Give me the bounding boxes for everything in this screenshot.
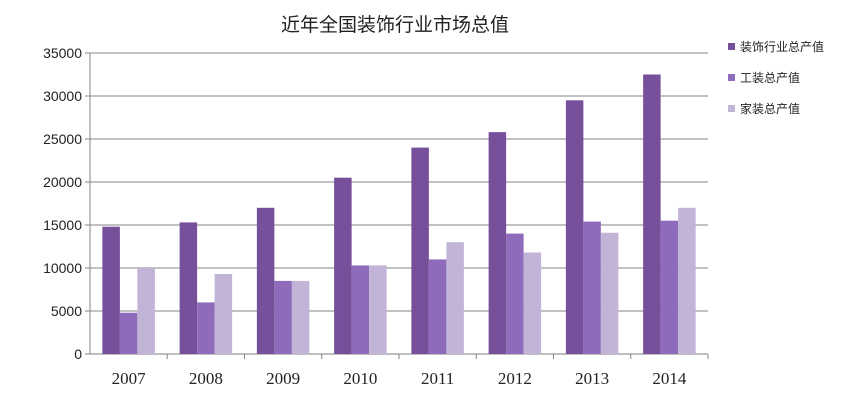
legend-swatch [728,74,735,81]
y-tick-label: 15000 [43,217,82,233]
y-tick-label: 30000 [43,88,82,104]
bar [137,268,155,354]
y-tick-label: 5000 [51,303,82,319]
bar [291,280,310,354]
bar [506,233,524,354]
chart-title: 近年全国装饰行业市场总值 [281,14,509,36]
bar [428,259,447,354]
bar [583,221,601,354]
x-tick-label: 2014 [652,369,687,388]
bar [179,222,198,354]
bar [600,232,619,354]
bar [214,274,233,354]
legend-swatch [728,105,735,112]
bar [488,132,507,354]
bar [446,242,464,354]
legend-label: 装饰行业总产值 [740,39,824,54]
y-tick-label: 0 [74,346,82,362]
bar [369,265,387,354]
bar [334,177,352,354]
x-tick-label: 2012 [498,369,532,388]
y-tick-label: 35000 [43,45,82,61]
x-tick-label: 2009 [266,369,300,388]
legend-label: 工装总产值 [740,70,800,85]
y-tick-label: 25000 [43,131,82,147]
bar [119,312,138,354]
bar [660,220,679,354]
y-tick-label: 10000 [43,260,82,276]
bars [102,74,696,354]
y-tick-label: 20000 [43,174,82,190]
x-tick-label: 2011 [421,369,454,388]
bar [102,226,120,354]
bar [274,280,292,354]
bar [678,207,696,354]
x-tick-label: 2010 [343,369,377,388]
x-tick-label: 2007 [112,369,147,388]
axes: 0 5000 10000 15000 20000 25000 30000 35000 2007 2… [43,45,709,388]
bar [565,100,584,354]
x-tick-label: 2013 [575,369,609,388]
bar [256,207,275,354]
bar [643,74,661,354]
bar [351,265,370,354]
bar [411,147,429,354]
bar [197,302,215,354]
legend-label: 家装总产值 [740,101,800,116]
legend-swatch [728,43,735,50]
x-tick-label: 2008 [189,369,223,388]
bar [523,252,542,354]
